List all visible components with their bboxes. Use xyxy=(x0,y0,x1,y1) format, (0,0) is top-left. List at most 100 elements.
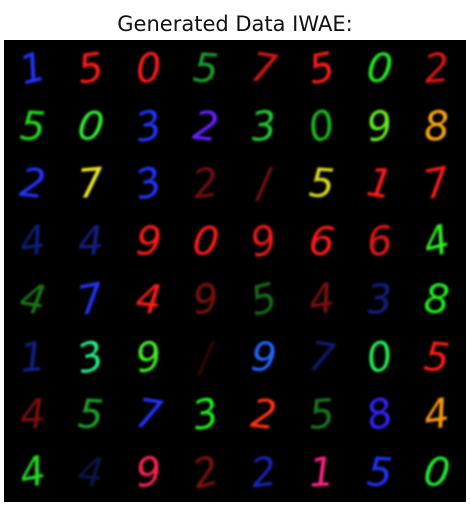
generated-digit: 9 xyxy=(191,275,221,324)
generated-digit: 5 xyxy=(245,274,282,326)
sample-cell: 1 xyxy=(293,444,351,502)
sample-cell: 6 xyxy=(351,213,409,271)
sample-cell: 3 xyxy=(120,98,178,156)
sample-cell: 1 xyxy=(4,40,62,98)
sample-cell: 4 xyxy=(4,271,62,329)
generated-digit: 7 xyxy=(305,332,338,383)
generated-digit: 2 xyxy=(190,159,222,209)
figure-title: Generated Data IWAE: xyxy=(117,12,353,36)
generated-digit: 5 xyxy=(76,391,105,440)
sample-cell: 9 xyxy=(120,213,178,271)
generated-digit: 1 xyxy=(18,333,48,382)
sample-cell: 8 xyxy=(351,387,409,445)
generated-digit: 2 xyxy=(17,160,48,209)
sample-cell: 5 xyxy=(293,156,351,214)
sample-cell: 7 xyxy=(120,387,178,445)
sample-cell: 5 xyxy=(235,271,293,329)
sample-cell: 7 xyxy=(62,156,120,214)
generated-digit: / xyxy=(198,334,215,381)
sample-cell: 9 xyxy=(351,98,409,156)
generated-digit: 3 xyxy=(249,102,279,151)
sample-cell: 5 xyxy=(351,444,409,502)
generated-digit: 4 xyxy=(421,390,453,440)
sample-cell: 7 xyxy=(62,271,120,329)
sample-cell: 2 xyxy=(408,40,466,98)
generated-digit: 0 xyxy=(362,332,397,383)
generated-digit: 3 xyxy=(72,332,109,384)
sample-cell: 3 xyxy=(62,329,120,387)
sample-cell: 1 xyxy=(4,329,62,387)
sample-cell: 5 xyxy=(177,40,235,98)
generated-digit: 4 xyxy=(133,275,164,325)
generated-digit: 9 xyxy=(249,333,279,382)
generated-digit: 0 xyxy=(74,101,107,152)
sample-cell: 4 xyxy=(4,213,62,271)
generated-digit: 7 xyxy=(420,159,454,210)
sample-cell: 3 xyxy=(235,98,293,156)
sample-cell: 0 xyxy=(120,40,178,98)
sample-cell: 5 xyxy=(408,329,466,387)
generated-digit: 3 xyxy=(130,158,167,210)
sample-cell: 7 xyxy=(293,329,351,387)
sample-cell: 9 xyxy=(235,329,293,387)
generated-digit: 4 xyxy=(17,217,49,267)
generated-digit: 1 xyxy=(363,159,396,210)
sample-cell: 0 xyxy=(351,40,409,98)
generated-digit: 9 xyxy=(132,333,165,383)
generated-digit: 7 xyxy=(247,44,281,94)
sample-cell: 4 xyxy=(4,387,62,445)
generated-digit: 8 xyxy=(361,389,398,441)
generated-digit: 6 xyxy=(364,218,395,267)
sample-cell: 4 xyxy=(4,444,62,502)
generated-digit: 7 xyxy=(73,274,108,325)
generated-digit: 0 xyxy=(420,448,454,498)
generated-digit: 8 xyxy=(422,276,452,324)
sample-cell: 3 xyxy=(177,387,235,445)
generated-digit: 2 xyxy=(248,448,280,498)
sample-cell: 2 xyxy=(235,387,293,445)
sample-cell: / xyxy=(235,156,293,214)
generated-digit: 4 xyxy=(76,218,105,266)
sample-cell: 3 xyxy=(120,156,178,214)
generated-digit: 5 xyxy=(18,102,48,151)
sample-cell: 0 xyxy=(177,213,235,271)
generated-digit: 1 xyxy=(307,449,336,497)
generated-digit: 9 xyxy=(246,217,281,268)
sample-cell: 4 xyxy=(62,213,120,271)
generated-digit: 0 xyxy=(364,44,395,94)
sample-cell: 7 xyxy=(408,156,466,214)
generated-digit: 5 xyxy=(307,160,336,209)
generated-digit: 4 xyxy=(305,275,338,325)
generated-digit: 5 xyxy=(422,333,453,382)
generated-digit: 0 xyxy=(303,101,340,153)
sample-cell: 8 xyxy=(408,271,466,329)
sample-cell: 3 xyxy=(351,271,409,329)
sample-cell: 4 xyxy=(293,271,351,329)
generated-digit: 0 xyxy=(134,45,163,93)
sample-cell: 9 xyxy=(120,444,178,502)
sample-cell: 0 xyxy=(351,329,409,387)
sample-cell: 5 xyxy=(62,387,120,445)
generated-digit: 4 xyxy=(18,391,47,440)
generated-digit: 2 xyxy=(191,102,222,151)
sample-cell: 2 xyxy=(235,444,293,502)
generated-digit: 4 xyxy=(15,448,50,499)
generated-samples-grid: 1 5 0 5 7 5 0 2 5 0 3 2 3 0 9 8 2 7 3 2/5 1 7 4 4 9 0 9 6 6 4 4 7 4 9 5 4 3 8… xyxy=(4,40,466,502)
sample-cell: 8 xyxy=(408,98,466,156)
generated-digit: 2 xyxy=(188,447,225,499)
sample-cell: 0 xyxy=(62,98,120,156)
generated-digit: 7 xyxy=(75,160,106,209)
sample-cell: 6 xyxy=(293,213,351,271)
generated-digit: 8 xyxy=(423,102,452,151)
generated-digit: 5 xyxy=(306,391,337,440)
sample-cell: 9 xyxy=(120,329,178,387)
generated-digit: 6 xyxy=(306,217,337,267)
generated-digit: 3 xyxy=(189,390,223,441)
generated-digit: 0 xyxy=(189,217,223,267)
sample-cell: 2 xyxy=(177,444,235,502)
generated-digit: 5 xyxy=(74,44,107,94)
sample-cell: 7 xyxy=(235,40,293,98)
sample-cell: 4 xyxy=(120,271,178,329)
generated-digit: 1 xyxy=(14,43,51,95)
sample-cell: 0 xyxy=(408,444,466,502)
